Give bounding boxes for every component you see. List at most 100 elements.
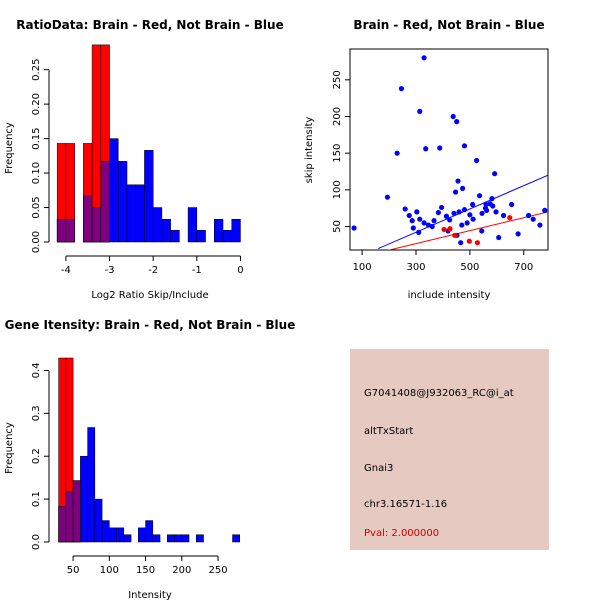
scatter-blue-point-0 [421, 55, 427, 61]
scatter-blue-point-30 [447, 217, 453, 223]
scatter-y-tick-label-4: 250 [332, 70, 343, 89]
scatter-blue-point-33 [461, 207, 468, 213]
scatter-blue-point-21 [409, 218, 415, 224]
scatter-blue-point-35 [470, 216, 476, 222]
ratio-y-axis-label: Frequency [4, 122, 15, 174]
ratio-blue-bar-16 [222, 230, 232, 243]
scatter-blue-point-10 [474, 157, 480, 164]
scatter-blue-point-48 [458, 240, 464, 246]
scatter-red-point-4 [507, 215, 513, 221]
scatter-blue-point-8 [394, 150, 400, 156]
scatter-blue-point-14 [489, 196, 495, 202]
gene-blue-bar-9 [123, 534, 132, 543]
gene-blue-bar-7 [109, 527, 117, 543]
scatter-blue-point-39 [496, 234, 502, 241]
gene-y-tick-label-2: 0.2 [31, 448, 42, 464]
ratio-x-tick-label-1: -3 [105, 265, 115, 276]
scatter-x-tick-label-0: 100 [353, 262, 372, 273]
scatter-red-point-1 [447, 226, 453, 232]
scatter-blue-point-59 [464, 220, 470, 226]
scatter-y-axis-label: skip intensity [304, 117, 315, 184]
scatter-axes: 100 300 500 700 50 100 150 200 250 [332, 70, 533, 273]
ratio-overlap-bar-4 [100, 161, 110, 243]
scatter-blue-point-18 [384, 194, 391, 200]
scatter-blue-point-4 [454, 119, 460, 125]
scatter-blue-point-27 [435, 209, 441, 216]
ratio-x-axis-label: Log2 Ratio Skip/Include [91, 290, 208, 301]
info-panel: G7041408@J932063_RC@i_at altTxStart Gnai… [350, 349, 549, 550]
ratio-blue-bar-14 [196, 230, 206, 243]
ratio-blue-bar-17 [231, 219, 241, 243]
gene-blue-bar-8 [116, 527, 125, 543]
scatter-blue-point-43 [530, 216, 536, 222]
ratio-blue-bar-15 [214, 219, 224, 243]
scatter-blue-point-49 [479, 228, 485, 234]
gene-bars [58, 357, 241, 543]
gene-blue-bar-10 [138, 527, 146, 543]
scatter-blue-point-42 [526, 212, 532, 219]
ratio-blue-bar-5 [109, 138, 119, 243]
scatter-blue-point-54 [469, 201, 476, 208]
scatter-blue-point-16 [476, 193, 483, 199]
ratio-blue-bar-11 [161, 219, 171, 243]
gene-chart-title: Gene Itensity: Brain - Red, Not Brain - … [5, 318, 296, 332]
gene-overlap-bar-0 [58, 506, 67, 543]
ratio-y-tick-label-5: 0.25 [31, 59, 42, 81]
scatter-blue-point-20 [406, 212, 412, 219]
gene-overlap-bar-1 [65, 491, 74, 543]
gene-blue-bar-14 [174, 534, 183, 543]
ratio-y-tick-label-2: 0.10 [31, 162, 42, 184]
scatter-blue-point-5 [461, 143, 468, 149]
ratio-y-tick-label-3: 0.15 [31, 127, 42, 149]
ratio-overlap-bar-3 [91, 207, 102, 243]
scatter-blue-point-29 [443, 213, 450, 219]
gene-name-text: Gnai3 [364, 463, 393, 474]
scatter-blue-point-31 [451, 210, 457, 216]
scatter-blue-point-55 [493, 209, 499, 215]
scatter-blue-point-22 [414, 209, 420, 215]
scatter-blue-point-41 [515, 231, 521, 237]
scatter-x-tick-label-2: 500 [460, 262, 479, 273]
scatter-red-point-2 [466, 238, 472, 244]
scatter-blue-point-9 [492, 171, 498, 177]
scatter-y-tick-label-3: 200 [332, 107, 343, 126]
gene-blue-bar-3 [80, 455, 88, 543]
scatter-blue-point-13 [453, 189, 459, 195]
scatter-blue-point-52 [429, 223, 435, 230]
scatter-blue-point-19 [402, 206, 408, 212]
ratio-blue-bar-9 [144, 150, 154, 243]
ratio-blue-bar-8 [135, 184, 145, 243]
scatter-red-trend-line [387, 211, 548, 250]
gene-blue-bar-6 [101, 520, 110, 543]
gene-blue-bar-12 [152, 534, 161, 543]
gene-y-tick-label-0: 0.0 [31, 534, 42, 550]
ratio-overlap-bar-1 [65, 219, 75, 243]
scatter-blue-point-51 [410, 225, 416, 231]
scatter-blue-point-2 [417, 108, 423, 114]
gene-blue-bar-11 [145, 520, 154, 543]
info-panel-background [350, 349, 549, 550]
scatter-blue-point-50 [416, 229, 422, 235]
scatter-x-tick-label-1: 300 [406, 262, 425, 273]
gene-x-tick-label-2: 150 [136, 565, 155, 576]
gene-blue-bar-15 [181, 534, 190, 543]
scatter-y-tick-label-1: 100 [332, 180, 343, 199]
scatter-blue-point-15 [509, 201, 515, 208]
scatter-x-tick-label-3: 700 [514, 262, 533, 273]
scatter-blue-point-58 [490, 203, 496, 209]
scatter-blue-point-45 [351, 225, 357, 231]
location-text: chr3.16571-1.16 [364, 499, 447, 510]
scatter-blue-point-26 [431, 218, 437, 224]
scatter-blue-point-6 [423, 146, 429, 152]
ratio-blue-bar-10 [152, 207, 163, 243]
gene-x-axis-label: Intensity [128, 590, 172, 600]
ratio-blue-bar-12 [170, 230, 180, 243]
probe-id-text: G7041408@J932063_RC@i_at [364, 388, 514, 399]
scatter-blue-point-28 [438, 204, 445, 211]
scatter-y-tick-label-0: 50 [332, 220, 343, 233]
gene-y-tick-label-1: 0.1 [31, 491, 42, 507]
gene-blue-bar-13 [167, 534, 175, 543]
scatter-blue-point-40 [500, 212, 507, 219]
gene-y-tick-label-3: 0.3 [31, 405, 42, 421]
